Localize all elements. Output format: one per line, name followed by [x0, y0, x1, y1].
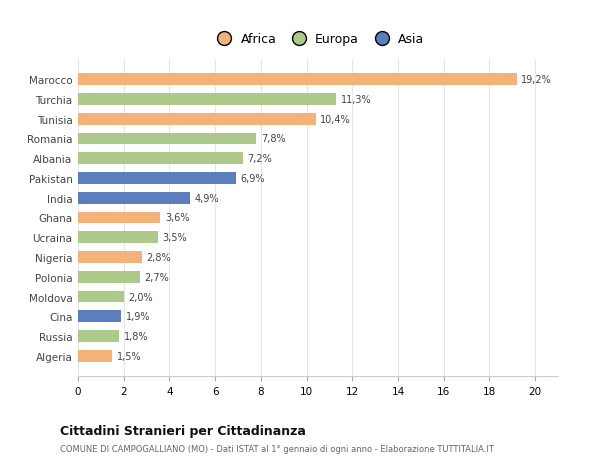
Bar [78, 291, 124, 303]
Text: 2,0%: 2,0% [128, 292, 153, 302]
Legend: Africa, Europa, Asia: Africa, Europa, Asia [207, 28, 429, 51]
Text: 3,6%: 3,6% [165, 213, 190, 223]
Bar [78, 192, 190, 204]
Text: 1,5%: 1,5% [117, 351, 142, 361]
Text: 6,9%: 6,9% [240, 174, 265, 184]
Bar [78, 113, 316, 125]
Text: 1,8%: 1,8% [124, 331, 148, 341]
Bar [78, 232, 158, 244]
Text: 4,9%: 4,9% [194, 193, 219, 203]
Bar [78, 252, 142, 263]
Bar [78, 271, 140, 283]
Text: 7,2%: 7,2% [247, 154, 272, 164]
Text: 19,2%: 19,2% [521, 75, 552, 85]
Bar [78, 212, 160, 224]
Text: 11,3%: 11,3% [341, 95, 371, 105]
Text: 10,4%: 10,4% [320, 114, 351, 124]
Text: 2,7%: 2,7% [144, 272, 169, 282]
Bar [78, 153, 242, 165]
Bar [78, 311, 121, 323]
Text: 3,5%: 3,5% [163, 233, 187, 243]
Bar [78, 173, 236, 185]
Bar [78, 74, 517, 86]
Bar [78, 133, 256, 145]
Bar [78, 330, 119, 342]
Text: 2,8%: 2,8% [146, 252, 171, 263]
Text: 7,8%: 7,8% [261, 134, 286, 144]
Text: Cittadini Stranieri per Cittadinanza: Cittadini Stranieri per Cittadinanza [60, 425, 306, 437]
Text: COMUNE DI CAMPOGALLIANO (MO) - Dati ISTAT al 1° gennaio di ogni anno - Elaborazi: COMUNE DI CAMPOGALLIANO (MO) - Dati ISTA… [60, 444, 494, 453]
Bar [78, 350, 112, 362]
Text: 1,9%: 1,9% [126, 312, 151, 322]
Bar [78, 94, 336, 106]
